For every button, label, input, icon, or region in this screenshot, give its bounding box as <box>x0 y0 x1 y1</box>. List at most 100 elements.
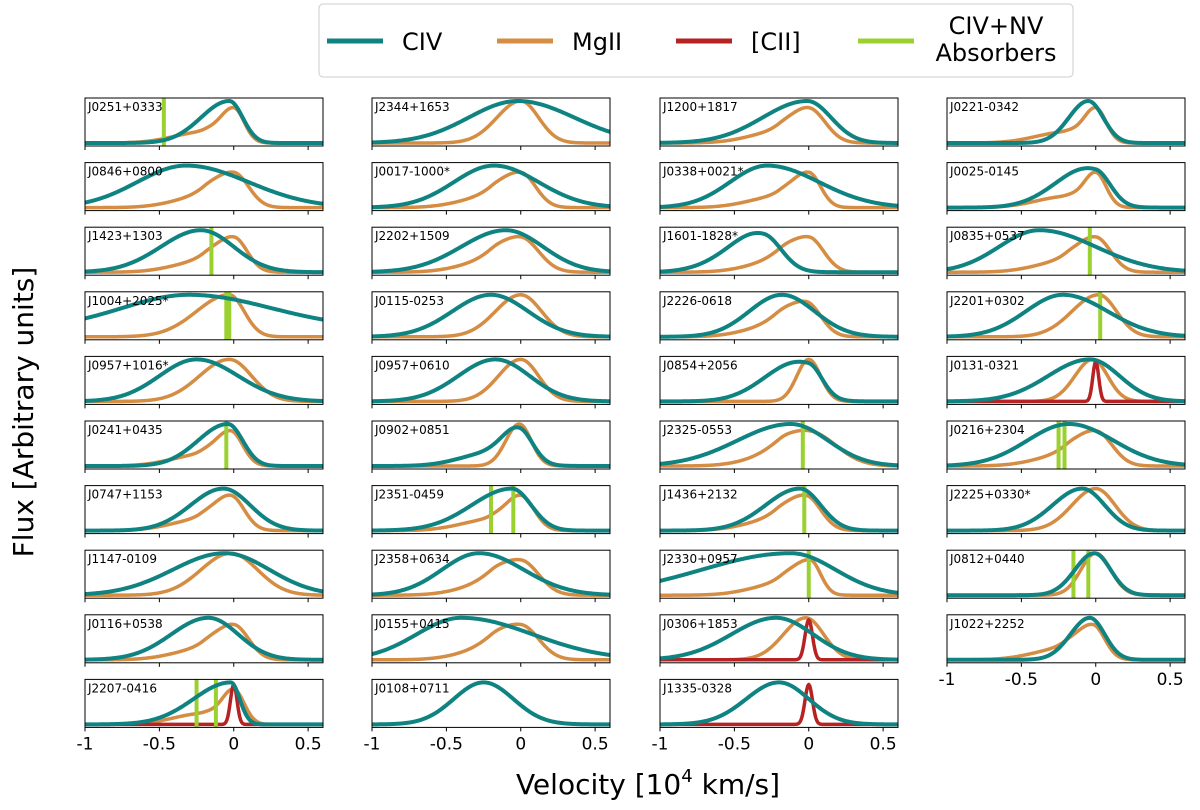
x-tick-label: -1 <box>364 734 381 754</box>
panel-J0221-0342: J0221-0342 <box>946 97 1186 150</box>
civ-line <box>947 166 1185 210</box>
civ-line <box>372 228 610 274</box>
panel-label: J0251+0333 <box>87 100 163 114</box>
civ-line <box>660 551 898 595</box>
panel-label: J1423+1303 <box>87 229 163 243</box>
panel-curves <box>372 485 610 534</box>
panel-J0108+0711: J0108+0711 -1 -0.5 0 0.5 <box>364 678 611 754</box>
panel-frame <box>659 226 899 276</box>
civ-line <box>85 551 323 597</box>
civ-line <box>85 228 323 275</box>
panel-J0747+1153: J0747+1153 <box>84 485 324 538</box>
civ-line <box>947 292 1185 339</box>
x-tick-label: -0.5 <box>430 734 463 754</box>
panel-frame <box>84 162 324 212</box>
mgii-line <box>372 170 610 210</box>
panel-label: J0747+1153 <box>87 488 163 502</box>
panel-label: J0116+0538 <box>87 617 163 631</box>
civ-line <box>85 163 323 206</box>
panel-curves <box>660 485 898 534</box>
panel-curves <box>372 551 610 597</box>
x-tick-label: 0 <box>803 734 814 754</box>
panel-J0957+1016*: J0957+1016* <box>84 355 324 409</box>
panel-label: J1004+2025* <box>87 294 169 308</box>
y-axis-label: Flux [Arbitrary units] <box>7 267 40 558</box>
civ-line <box>372 551 610 597</box>
panel-frame <box>946 355 1186 405</box>
x-tick-label: -0.5 <box>718 734 751 754</box>
panel-label: J2344+1653 <box>374 100 450 114</box>
mgii-line <box>85 293 323 339</box>
panel-frame <box>946 162 1186 212</box>
legend-label-4-line-2: Absorbers <box>935 39 1056 67</box>
panel-label: J0017-1000* <box>374 165 450 179</box>
panel-J0025-0145: J0025-0145 <box>946 162 1186 215</box>
mgii-line <box>660 557 898 597</box>
panel-curves <box>85 486 323 533</box>
civ-line <box>947 486 1185 533</box>
panel-frame <box>371 485 611 535</box>
panel-label: J0108+0711 <box>374 681 450 695</box>
panel-label: J1601-1828* <box>662 229 738 243</box>
mgii-line <box>372 557 610 597</box>
panel-frame <box>946 485 1186 535</box>
mgii-line <box>85 357 323 404</box>
panel-label: J2226-0618 <box>662 294 732 308</box>
x-tick-label: -0.5 <box>1005 670 1038 690</box>
panel-label: J0957+1016* <box>87 358 169 372</box>
panel-J0241+0435: J0241+0435 <box>84 420 324 473</box>
panel-J2344+1653: J2344+1653 <box>371 97 611 150</box>
civ-line <box>947 228 1185 273</box>
panel-curves <box>372 228 610 274</box>
panel-J2207-0416: J2207-0416 -1 -0.5 0 0.5 <box>77 678 324 754</box>
civ-line <box>660 486 898 533</box>
panel-J2325-0553: J2325-0553 <box>659 420 899 473</box>
mgii-line <box>372 622 610 662</box>
panel-label: J0155+0415 <box>374 617 450 631</box>
x-tick-label: -1 <box>652 734 669 754</box>
x-tick-label: 0 <box>228 734 239 754</box>
panel-frame <box>84 614 324 664</box>
panel-frame <box>84 226 324 276</box>
panel-curves <box>660 292 898 339</box>
civ-line <box>372 357 610 404</box>
panel-label: J0131-0321 <box>949 358 1019 372</box>
panel-curves <box>947 291 1185 340</box>
panel-J0835+0537: J0835+0537 <box>946 226 1186 280</box>
panel-curves <box>85 291 323 340</box>
x-tick-label: 0 <box>1090 670 1101 690</box>
x-tick-label: -1 <box>77 734 94 754</box>
panel-label: J2201+0302 <box>949 294 1025 308</box>
civ-line <box>947 422 1185 468</box>
civ-line <box>85 357 323 403</box>
civ-line <box>947 99 1185 145</box>
panel-label: J2207-0416 <box>87 681 157 695</box>
panel-frame <box>659 162 899 212</box>
panel-frame <box>371 291 611 341</box>
legend-label-2-line-1: MgII <box>572 28 622 56</box>
panel-J2358+0634: J2358+0634 <box>371 549 611 603</box>
civ-line <box>372 680 610 727</box>
civ-line <box>85 99 323 145</box>
panel-J0957+0610: J0957+0610 <box>371 355 611 409</box>
panel-J2201+0302: J2201+0302 <box>946 291 1186 344</box>
panel-J0115-0253: J0115-0253 <box>371 291 611 344</box>
panel-frame <box>84 485 324 535</box>
panel-frame <box>84 549 324 599</box>
panel-grid: J0251+0333 J0846+0800 J1423+1303 J1004+2025… <box>77 97 1186 754</box>
panel-curves <box>660 230 898 275</box>
panel-label: J1147-0109 <box>87 552 157 566</box>
panel-label: J2202+1509 <box>374 229 450 243</box>
panel-label: J1200+1817 <box>662 100 738 114</box>
panel-J1601-1828*: J1601-1828* <box>659 226 899 280</box>
civ-line <box>947 551 1185 598</box>
x-axis-label-superscript: 4 <box>681 766 692 787</box>
panel-label: J0338+0021* <box>662 165 744 179</box>
x-axis-label: Velocity [104 km/s] <box>516 766 780 801</box>
panel-label: J0846+0800 <box>87 165 163 179</box>
panel-curves <box>372 99 610 145</box>
panel-frame <box>946 420 1186 470</box>
panel-curves <box>85 163 323 210</box>
panel-label: J0306+1853 <box>662 617 738 631</box>
